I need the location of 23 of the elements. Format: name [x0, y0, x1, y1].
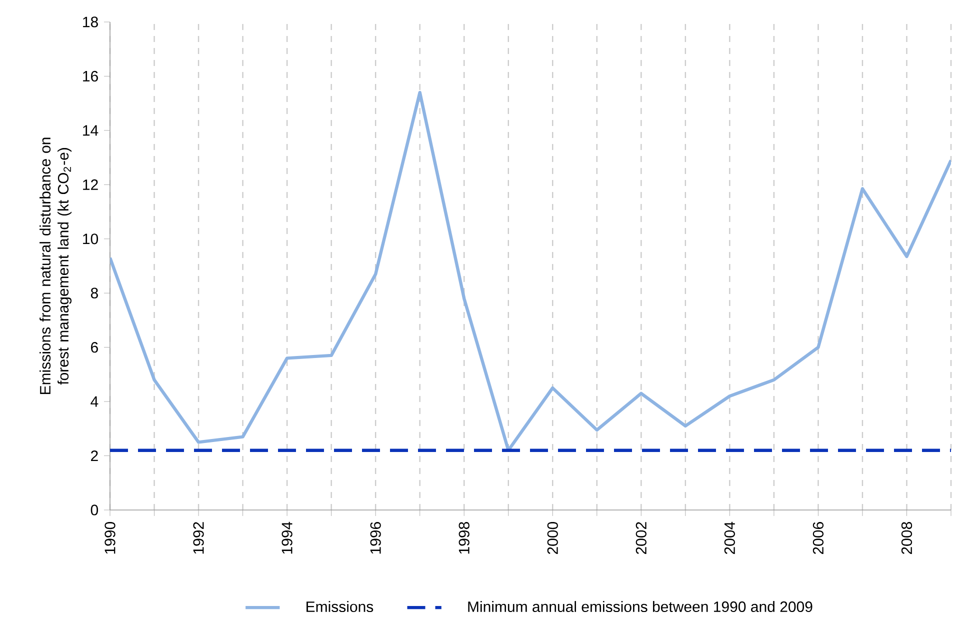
x-tick-label: 2002	[636, 522, 646, 554]
y-tick-label: 6	[91, 342, 98, 353]
y-tick-label: 12	[83, 179, 98, 190]
y-tick-label: 0	[90, 504, 98, 516]
x-tick-label: 2000	[547, 522, 558, 554]
y-tick-label: 18	[83, 16, 98, 28]
x-tick-label: 1990	[104, 522, 116, 554]
y-tick-label: 10	[83, 234, 98, 244]
y-tick-label: 2	[91, 450, 98, 461]
x-tick-label: 1998	[458, 522, 470, 554]
x-tick-label: 2004	[724, 522, 736, 554]
legend-label: Emissions	[306, 601, 374, 612]
x-tick-label: 1996	[370, 522, 381, 554]
x-tick-label: 1992	[193, 522, 204, 554]
y-tick-label: 14	[83, 125, 98, 136]
x-tick-label: 2006	[812, 522, 824, 554]
x-tick-label: 2008	[901, 522, 912, 554]
legend-label: Minimum annual emissions between 1990 and 2009	[468, 601, 812, 612]
y-axis-title: Emissions from natural disturbance on forest management land (kt CO$_{2}$-e)	[40, 138, 72, 394]
y-tick-label: 8	[90, 288, 98, 298]
y-tick-label: 4	[90, 396, 98, 407]
x-tick-label: 1994	[282, 522, 292, 554]
y-tick-label: 16	[83, 70, 98, 82]
